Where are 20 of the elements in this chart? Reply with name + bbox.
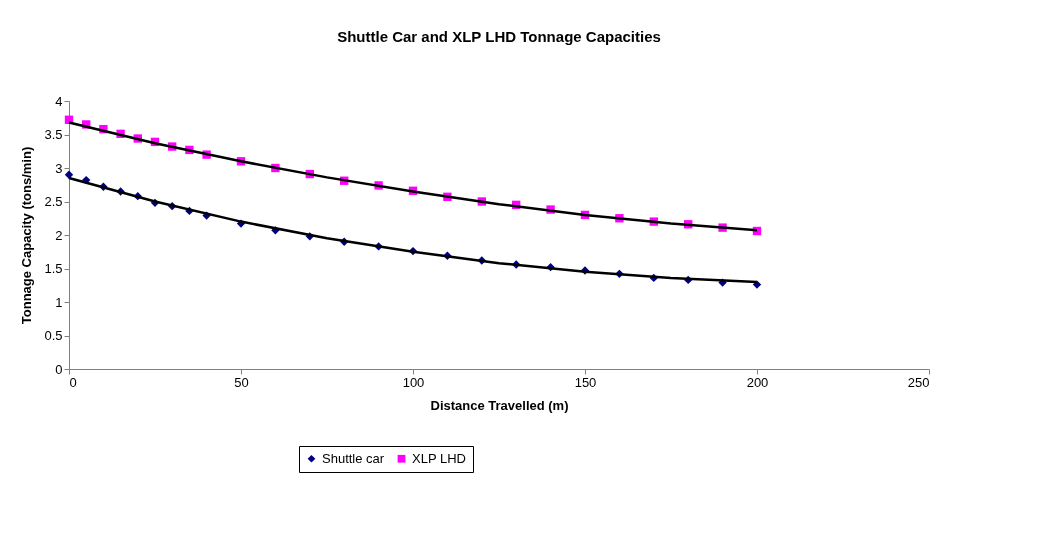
y-tick-label: 1.5	[44, 261, 63, 276]
y-tick-label: 2.5	[44, 194, 63, 209]
y-axis-title: Tonnage Capacity (tons/min)	[19, 146, 35, 325]
x-tick-label: 200	[746, 374, 769, 390]
y-tick-label: 4	[55, 93, 63, 109]
x-axis-title: Distance Travelled (m)	[430, 397, 569, 413]
legend-label: XLP LHD	[412, 450, 466, 466]
y-tick-label: 2	[55, 227, 63, 243]
x-tick-label: 250	[907, 374, 930, 390]
y-tick-label: 0	[55, 361, 63, 377]
x-tick-label: 150	[574, 374, 597, 390]
chart-title: Shuttle Car and XLP LHD Tonnage Capacities	[337, 28, 661, 45]
y-tick-label: 1	[55, 294, 63, 310]
x-tick-label: 50	[234, 374, 249, 390]
x-tick-label: 0	[69, 374, 77, 390]
y-tick-label: 0.5	[44, 328, 63, 343]
x-tick-label: 100	[402, 374, 425, 390]
legend-label: Shuttle car	[322, 450, 385, 466]
y-tick-label: 3	[55, 160, 63, 176]
y-tick-label: 3.5	[44, 127, 63, 142]
